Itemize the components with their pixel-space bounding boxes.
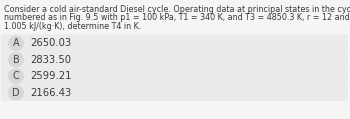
Circle shape [9,36,23,50]
FancyBboxPatch shape [1,51,348,68]
Text: 2599.21: 2599.21 [30,71,71,81]
Circle shape [9,69,23,83]
Text: Consider a cold air-standard Diesel cycle. Operating data at principal states in: Consider a cold air-standard Diesel cycl… [4,5,350,14]
Circle shape [9,86,23,100]
Text: C: C [13,71,19,81]
Circle shape [9,53,23,67]
Text: B: B [13,55,19,65]
Text: numbered as in Fig. 9.5 with p1 = 100 kPa, T1 = 340 K, and T3 = 4850.3 K, r = 12: numbered as in Fig. 9.5 with p1 = 100 kP… [4,13,350,22]
FancyBboxPatch shape [1,35,348,52]
Text: 2166.43: 2166.43 [30,88,71,98]
Text: 2650.03: 2650.03 [30,38,71,48]
FancyBboxPatch shape [1,84,348,101]
Text: D: D [12,88,20,98]
Text: 1.005 kJ/(kg·K), determine T4 in K.: 1.005 kJ/(kg·K), determine T4 in K. [4,22,141,31]
Text: 2833.50: 2833.50 [30,55,71,65]
FancyBboxPatch shape [1,67,348,84]
Text: A: A [13,38,19,48]
